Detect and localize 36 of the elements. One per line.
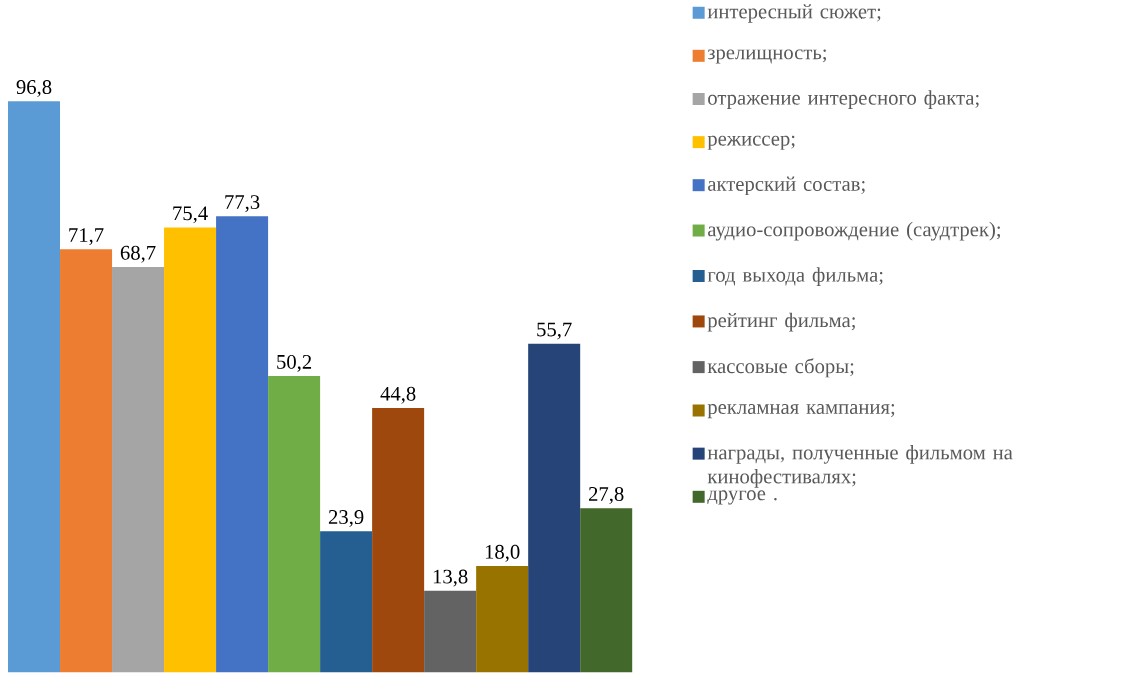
legend-label: интересный сюжет;	[707, 4, 881, 23]
data-label: 44,8	[380, 386, 416, 404]
data-label: 96,8	[16, 80, 52, 98]
data-label: 18,0	[485, 544, 520, 562]
legend-label: зрелищность;	[707, 49, 826, 64]
legend-label: рекламная кампания;	[707, 404, 895, 419]
data-label: 77,3	[225, 195, 260, 213]
bar	[476, 566, 529, 673]
legend-label: другое .	[707, 490, 777, 505]
legend-label: рейтинг фильма;	[707, 312, 855, 332]
data-label: 50,2	[277, 354, 312, 372]
bar	[320, 531, 373, 673]
bar	[112, 267, 165, 673]
bar	[60, 249, 113, 673]
data-label: 71,7	[69, 228, 104, 246]
bar	[216, 216, 269, 673]
legend-label: отражение интересного факта;	[708, 90, 979, 110]
bar	[268, 376, 321, 673]
legend-label: год выхода фильма;	[707, 267, 883, 287]
legend-label: актерский состав;	[708, 176, 865, 196]
bar	[164, 227, 217, 673]
data-label: 75,4	[173, 206, 208, 224]
bar	[8, 101, 61, 673]
data-label: 27,8	[589, 487, 624, 505]
data-label: 55,7	[537, 322, 572, 340]
data-label: 13,8	[433, 569, 468, 587]
legend-label: кассовые сборы;	[707, 358, 854, 378]
data-label: 68,7	[120, 245, 156, 263]
legend-label: награды, полученные фильмом на кинофестивалях;	[707, 444, 1013, 488]
bar	[372, 408, 425, 673]
bar	[580, 508, 633, 673]
legend-label: аудио-сопровождение (саудтрек);	[708, 221, 1001, 241]
legend-label: режиссер;	[707, 135, 795, 150]
bar	[424, 590, 477, 673]
data-label: 23,9	[328, 510, 364, 528]
bar	[528, 343, 581, 673]
